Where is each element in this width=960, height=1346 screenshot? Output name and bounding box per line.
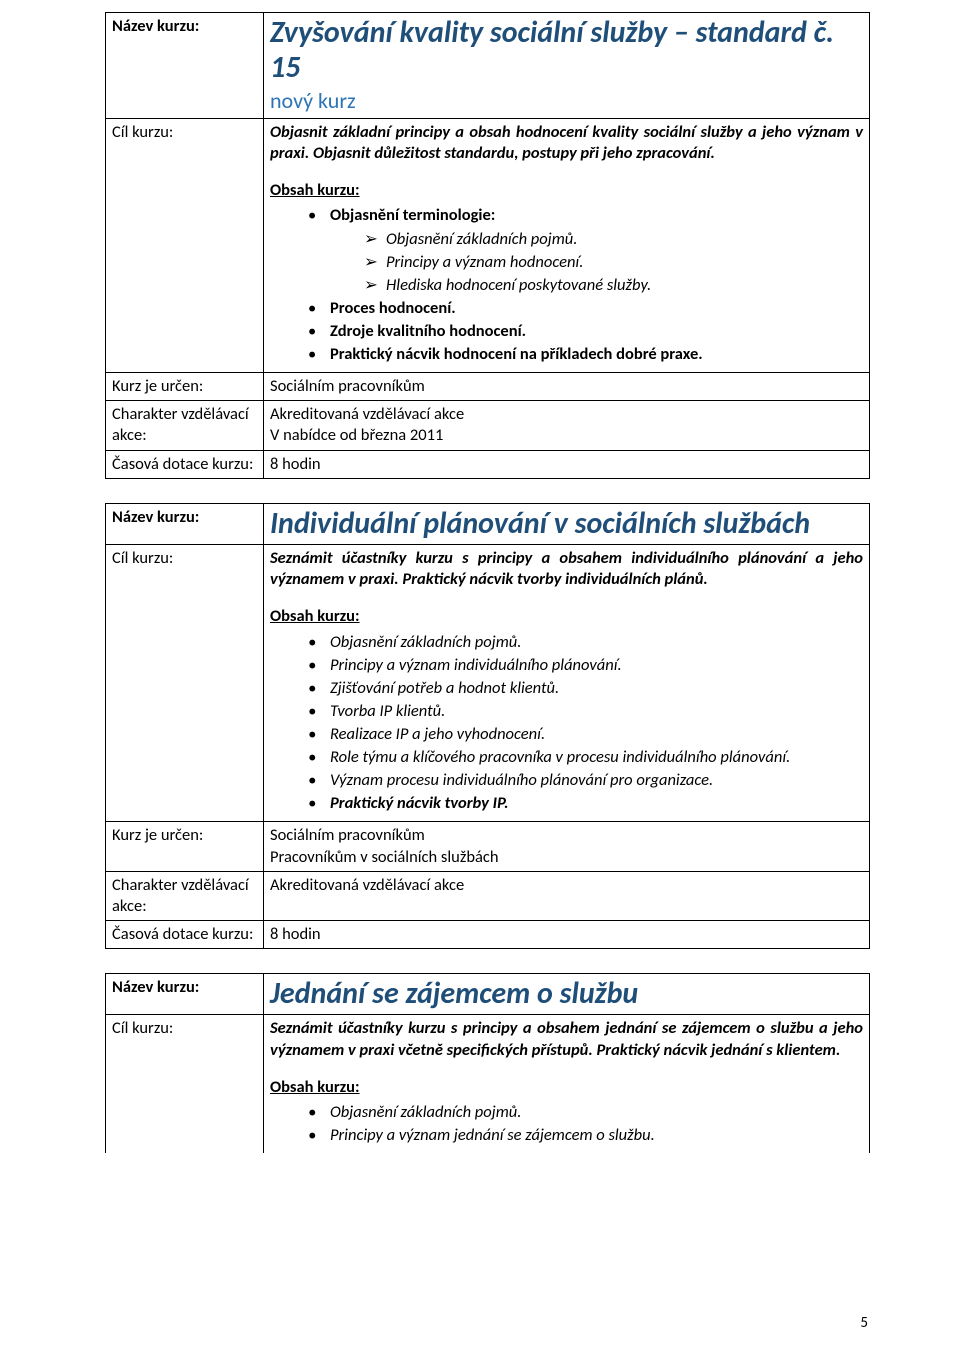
course1-l1-1-text: Objasnění terminologie: <box>330 205 495 225</box>
course-table-2: Název kurzu: Individuální plánování v so… <box>105 503 870 949</box>
course3-bullets: Objasnění základních pojmů. Principy a v… <box>270 1102 863 1146</box>
course2-b5: Realizace IP a jeho vyhodnocení. <box>308 724 863 745</box>
label-nazev-2: Název kurzu: <box>106 503 264 545</box>
course1-title-cell: Zvyšování kvality sociální služby – stan… <box>264 13 870 119</box>
course1-l2-1: Objasnění základních pojmů. <box>364 229 863 250</box>
course1-subtitle: nový kurz <box>270 87 863 115</box>
label-cil-2: Cíl kurzu: <box>106 545 264 822</box>
page-number: 5 <box>860 1314 868 1332</box>
course2-dotace: 8 hodin <box>264 920 870 948</box>
course2-b1: Objasnění základních pojmů. <box>308 632 863 653</box>
course2-title-cell: Individuální plánování v sociálních služ… <box>264 503 870 545</box>
course-table-1: Název kurzu: Zvyšování kvality sociální … <box>105 12 870 479</box>
course1-l2-3: Hlediska hodnocení poskytované služby. <box>364 275 863 296</box>
course1-cil: Objasnit základní principy a obsah hodno… <box>270 122 863 164</box>
course2-obsah-heading: Obsah kurzu: <box>270 606 863 627</box>
course2-urcen2: Pracovníkům v sociálních službách <box>270 847 863 868</box>
course1-sublist: Objasnění základních pojmů. Principy a v… <box>330 229 863 296</box>
label-cil: Cíl kurzu: <box>106 119 264 373</box>
label-charakter-2: Charakter vzdělávací akce: <box>106 871 264 920</box>
course2-title: Individuální plánování v sociálních služ… <box>270 507 863 542</box>
course1-bullets: Objasnění terminologie: Objasnění základ… <box>270 205 863 365</box>
label-nazev: Název kurzu: <box>106 13 264 119</box>
course3-title-cell: Jednání se zájemcem o službu <box>264 973 870 1015</box>
course1-char1: Akreditovaná vzdělávací akce <box>270 404 863 425</box>
course1-l2-2: Principy a význam hodnocení. <box>364 252 863 273</box>
label-cil-3: Cíl kurzu: <box>106 1015 264 1153</box>
course1-l1-3: Zdroje kvalitního hodnocení. <box>308 321 863 342</box>
label-nazev-3: Název kurzu: <box>106 973 264 1015</box>
course1-l1-2: Proces hodnocení. <box>308 298 863 319</box>
course1-urcen: Sociálním pracovníkům <box>264 373 870 401</box>
course1-title: Zvyšování kvality sociální služby – stan… <box>270 16 863 85</box>
course3-b1: Objasnění základních pojmů. <box>308 1102 863 1123</box>
course3-title: Jednání se zájemcem o službu <box>270 977 863 1012</box>
label-charakter: Charakter vzdělávací akce: <box>106 401 264 450</box>
course2-urcen1: Sociálním pracovníkům <box>270 825 863 846</box>
course2-b7: Význam procesu individuálního plánování … <box>308 770 863 791</box>
course-table-3: Název kurzu: Jednání se zájemcem o služb… <box>105 973 870 1153</box>
course2-char1: Akreditovaná vzdělávací akce <box>270 875 863 896</box>
label-urcen: Kurz je určen: <box>106 373 264 401</box>
course2-cil: Seznámit účastníky kurzu s principy a ob… <box>270 548 863 590</box>
course2-char-cell: Akreditovaná vzdělávací akce <box>264 871 870 920</box>
course2-b4: Tvorba IP klientů. <box>308 701 863 722</box>
course3-cil: Seznámit účastníky kurzu s principy a ob… <box>270 1018 863 1060</box>
course1-cil-cell: Objasnit základní principy a obsah hodno… <box>264 119 870 373</box>
course2-b6: Role týmu a klíčového pracovníka v proce… <box>308 747 863 768</box>
course1-l1-4: Praktický nácvik hodnocení na příkladech… <box>308 344 863 365</box>
course1-dotace: 8 hodin <box>264 450 870 478</box>
course2-b2: Principy a význam individuálního plánová… <box>308 655 863 676</box>
course2-b3: Zjišťování potřeb a hodnot klientů. <box>308 678 863 699</box>
course3-obsah-heading: Obsah kurzu: <box>270 1077 863 1098</box>
course2-cil-cell: Seznámit účastníky kurzu s principy a ob… <box>264 545 870 822</box>
course3-b2: Principy a význam jednání se zájemcem o … <box>308 1125 863 1146</box>
label-dotace: Časová dotace kurzu: <box>106 450 264 478</box>
label-urcen-2: Kurz je určen: <box>106 822 264 871</box>
label-dotace-2: Časová dotace kurzu: <box>106 920 264 948</box>
course1-char2: V nabídce od března 2011 <box>270 425 863 446</box>
course2-bullets: Objasnění základních pojmů. Principy a v… <box>270 632 863 815</box>
course3-cil-cell: Seznámit účastníky kurzu s principy a ob… <box>264 1015 870 1153</box>
course2-urcen-cell: Sociálním pracovníkům Pracovníkům v soci… <box>264 822 870 871</box>
course1-obsah-heading: Obsah kurzu: <box>270 180 863 201</box>
course2-b8: Praktický nácvik tvorby IP. <box>308 793 863 814</box>
course1-l1-1: Objasnění terminologie: Objasnění základ… <box>308 205 863 295</box>
course1-char-cell: Akreditovaná vzdělávací akce V nabídce o… <box>264 401 870 450</box>
